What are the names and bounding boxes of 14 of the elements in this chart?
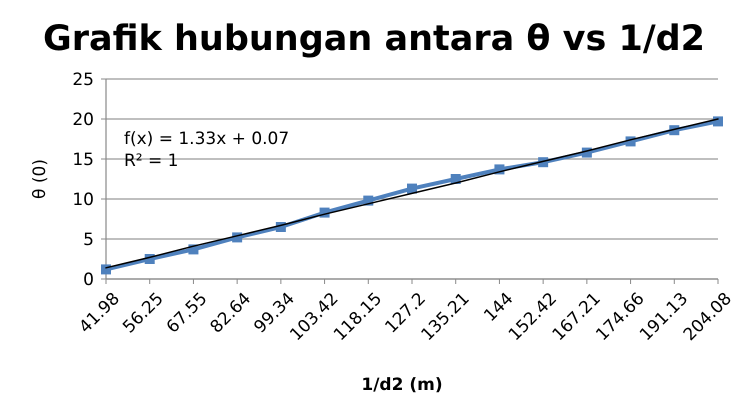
- y-tick-label: 15: [72, 150, 94, 170]
- point: [713, 116, 723, 126]
- point: [407, 184, 417, 194]
- chart-title: Grafik hubungan antara θ vs 1/d2: [42, 19, 706, 59]
- y-tick-label: 0: [83, 270, 94, 290]
- x-axis-title: 1/d2 (m): [361, 375, 443, 395]
- annotation: f(x) = 1.33x + 0.07: [124, 129, 290, 149]
- point: [101, 264, 111, 274]
- y-axis-title: θ (0): [30, 159, 50, 199]
- y-tick-label: 20: [72, 110, 94, 130]
- annotation: R² = 1: [124, 151, 178, 171]
- y-tick-label: 5: [83, 230, 94, 250]
- y-tick-label: 10: [72, 190, 94, 210]
- y-tick-label: 25: [72, 70, 94, 90]
